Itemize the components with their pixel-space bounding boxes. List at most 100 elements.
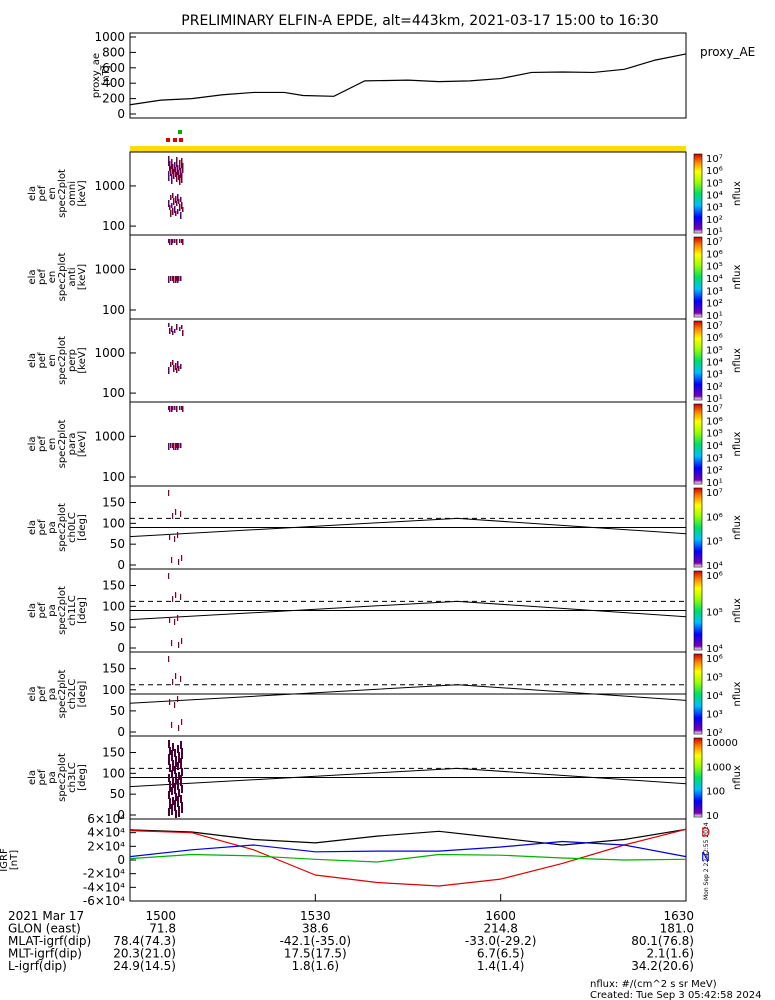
colorbar-tick-label: 10³ xyxy=(706,370,723,381)
para-streak xyxy=(173,443,175,450)
ch3LC-streak xyxy=(172,743,174,751)
omni-ylabel-4: omni xyxy=(67,181,78,206)
igrf-ytick-label: 6×10⁴ xyxy=(87,812,125,826)
para-streak xyxy=(180,443,182,448)
colorbar-tick-label: 10² xyxy=(706,215,723,226)
omni-streak xyxy=(174,162,176,172)
ch3LC-streak xyxy=(168,774,170,782)
ch2LC-ytick-label: 100 xyxy=(102,683,125,697)
omni-ylabel-0: ela xyxy=(27,186,38,201)
colorbar-tick-label: 10¹ xyxy=(706,311,723,322)
colorbar-tick-label: 10⁵ xyxy=(706,345,723,356)
ch2LC-ylabel-4: ch2LC xyxy=(67,679,78,710)
perp-streak xyxy=(182,330,184,336)
perp-streak xyxy=(171,326,173,332)
ch0LC-streak xyxy=(181,555,183,561)
flag-mark-2 xyxy=(173,138,177,142)
colorbar-tick-label: 10000 xyxy=(706,738,738,749)
colorbar-tick-label: 10³ xyxy=(706,286,723,297)
ephem-value: 6.7(6.5) xyxy=(477,947,525,961)
flag-mark-3 xyxy=(179,138,183,142)
ch1LC-ylabel-4: ch1LC xyxy=(67,595,78,626)
ch2LC-ylabel-5: [deg] xyxy=(77,681,88,708)
para-frame xyxy=(129,401,687,487)
para-ylabel-2: en xyxy=(47,438,58,451)
ch3LC-streak xyxy=(171,750,173,758)
para-streak xyxy=(178,443,180,448)
anti-streak xyxy=(177,276,179,283)
proxy-ae-legend: proxy_AE xyxy=(700,45,755,59)
igrf-legend-d: D xyxy=(701,825,710,839)
colorbar-tick-label: 10⁷ xyxy=(706,488,723,499)
omni-streak xyxy=(176,172,178,182)
ch3LC-streak xyxy=(175,773,177,781)
ephem-row-label: MLT-igrf(dip) xyxy=(8,947,82,961)
anti-frame xyxy=(129,234,687,320)
ch3LC-streak xyxy=(177,745,179,753)
perp-streak xyxy=(173,365,175,372)
para-streak xyxy=(179,406,181,410)
ch3LC-streak xyxy=(168,791,170,799)
proxy-ae-ylabel-0: proxy_ae xyxy=(91,53,102,98)
anti-streak xyxy=(174,239,176,243)
ch0LC-streak xyxy=(171,557,173,563)
perp-streak xyxy=(172,360,174,365)
colorbar-label: nflux xyxy=(732,515,743,540)
ch1LC-ylabel-2: pa xyxy=(47,604,58,616)
omni-streak xyxy=(179,160,181,170)
igrf-side-stamp: Mon Sep 2 22:42:55 2024 xyxy=(703,822,710,900)
anti-streak xyxy=(176,276,178,281)
ch3LC-ylabel-5: [deg] xyxy=(77,764,88,791)
colorbar-tick-label: 10⁴ xyxy=(706,274,723,285)
colorbar-tick-label: 100 xyxy=(706,787,725,798)
ch3LC-ylabel-1: pef xyxy=(37,769,48,786)
igrf-ylabel-1: [nT] xyxy=(9,850,20,870)
para-streak xyxy=(172,443,174,448)
para-streak xyxy=(176,443,178,448)
anti-ytick-label: 1000 xyxy=(94,262,125,276)
perp-streak xyxy=(177,361,179,368)
ch1LC-streak xyxy=(175,592,177,598)
colorbar-tick-label: 10⁴ xyxy=(706,561,723,572)
ephem-value: 24.9(14.5) xyxy=(113,959,176,973)
omni-streak xyxy=(175,196,177,203)
ch3LC-streak xyxy=(175,756,177,764)
ch1LC-streak xyxy=(180,594,182,600)
anti-ylabel-2: en xyxy=(47,271,58,284)
perp-streak xyxy=(181,325,183,329)
omni-streak xyxy=(175,167,177,177)
ephem-value: 17.5(17.5) xyxy=(284,947,347,961)
ch3LC-streak xyxy=(172,797,174,805)
perp-ytick-label: 100 xyxy=(102,386,125,400)
ch2LC-ylabel-2: pa xyxy=(47,688,58,700)
anti-ylabel-0: ela xyxy=(27,269,38,284)
colorbar xyxy=(693,487,703,568)
colorbar-tick-label: 10³ xyxy=(706,710,723,721)
ch0LC-ylabel-5: [deg] xyxy=(77,514,88,541)
ch3LC-streak xyxy=(171,770,173,778)
perp-ylabel-2: en xyxy=(47,354,58,367)
ch2LC-ytick-label: 50 xyxy=(110,704,125,718)
ch3LC-streak xyxy=(180,775,182,783)
ch0LC-streak xyxy=(169,534,171,540)
anti-streak xyxy=(181,239,183,243)
omni-streak xyxy=(182,163,184,173)
ephem-value: 2.1(1.6) xyxy=(646,947,694,961)
anti-ylabel-1: pef xyxy=(37,269,48,286)
ephem-value: 1.4(1.4) xyxy=(477,959,525,973)
omni-ytick-label: 100 xyxy=(102,219,125,233)
ephem-value: 1600 xyxy=(485,909,516,923)
colorbar-tick-label: 10 xyxy=(706,811,719,822)
colorbar-label: nflux xyxy=(732,765,743,790)
ch0LC-ylabel-3: spec2plot xyxy=(57,503,68,552)
omni-streak xyxy=(178,170,180,180)
omni-streak xyxy=(173,198,175,205)
colorbar-label: nflux xyxy=(732,264,743,289)
colorbar-label: nflux xyxy=(732,431,743,456)
ch3LC-ylabel-2: pa xyxy=(47,771,58,783)
ch2LC-streak xyxy=(168,656,170,662)
omni-streak xyxy=(172,193,174,198)
ch0LC-ylabel-2: pa xyxy=(47,521,58,533)
perp-ylabel-3: spec2plot xyxy=(57,336,68,385)
anti-ylabel-4: anti xyxy=(67,267,78,286)
